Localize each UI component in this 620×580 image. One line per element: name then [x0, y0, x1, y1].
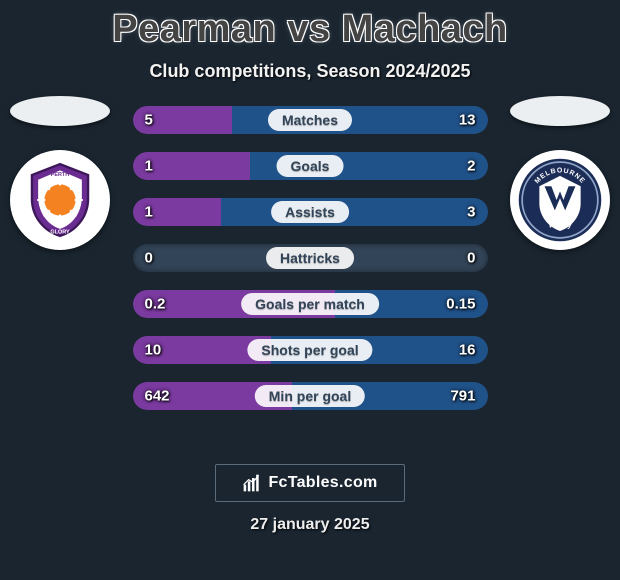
stat-value-left: 0.2 — [145, 296, 166, 313]
stat-value-left: 642 — [145, 388, 170, 405]
stat-bar: 1 3 Assists — [133, 198, 488, 226]
stat-label: Assists — [271, 201, 349, 223]
stat-value-left: 5 — [145, 112, 153, 129]
stat-label: Min per goal — [255, 385, 365, 407]
club-badge-right: MELBOURNE Victory — [510, 150, 610, 250]
stat-value-left: 1 — [145, 204, 153, 221]
stat-label: Shots per goal — [247, 339, 372, 361]
melbourne-victory-icon: MELBOURNE Victory — [517, 157, 603, 243]
stat-value-right: 791 — [450, 388, 475, 405]
stat-value-right: 16 — [459, 342, 476, 359]
stat-value-right: 13 — [459, 112, 476, 129]
player-right-photo — [510, 96, 610, 126]
stat-bar: 0.2 0.15 Goals per match — [133, 290, 488, 318]
footer-brand-text: FcTables.com — [268, 474, 377, 492]
svg-text:GLORY: GLORY — [50, 230, 70, 236]
stat-value-right: 0.15 — [446, 296, 475, 313]
stat-label: Goals — [277, 155, 344, 177]
stat-fill-right — [221, 198, 487, 226]
stat-label: Hattricks — [266, 247, 354, 269]
svg-text:PERTH: PERTH — [51, 172, 70, 178]
player-left-photo — [10, 96, 110, 126]
footer-date: 27 january 2025 — [0, 516, 620, 534]
stat-bar: 10 16 Shots per goal — [133, 336, 488, 364]
stat-bar: 1 2 Goals — [133, 152, 488, 180]
chart-icon — [242, 473, 262, 493]
svg-text:Victory: Victory — [548, 223, 572, 230]
stat-value-right: 0 — [467, 250, 475, 267]
stat-bar: 642 791 Min per goal — [133, 382, 488, 410]
stat-label: Goals per match — [241, 293, 379, 315]
stat-value-left: 1 — [145, 158, 153, 175]
stat-value-right: 3 — [467, 204, 475, 221]
club-badge-left: PERTH GLORY — [10, 150, 110, 250]
page-title: Pearman vs Machach — [0, 0, 620, 51]
page-subtitle: Club competitions, Season 2024/2025 — [0, 61, 620, 82]
player-right-column: MELBOURNE Victory — [500, 96, 620, 250]
stat-bar: 0 0 Hattricks — [133, 244, 488, 272]
stat-label: Matches — [268, 109, 352, 131]
footer-brand: FcTables.com — [215, 464, 405, 502]
stat-value-left: 10 — [145, 342, 162, 359]
stats-bars: 513Matches12Goals13Assists00Hattricks0.2… — [133, 106, 488, 410]
stat-bar: 5 13 Matches — [133, 106, 488, 134]
player-left-column: PERTH GLORY — [0, 96, 120, 250]
comparison-main: PERTH GLORY MELBOURNE Victory 513Matches… — [0, 106, 620, 446]
stat-value-left: 0 — [145, 250, 153, 267]
perth-glory-icon: PERTH GLORY — [21, 161, 99, 239]
stat-value-right: 2 — [467, 158, 475, 175]
